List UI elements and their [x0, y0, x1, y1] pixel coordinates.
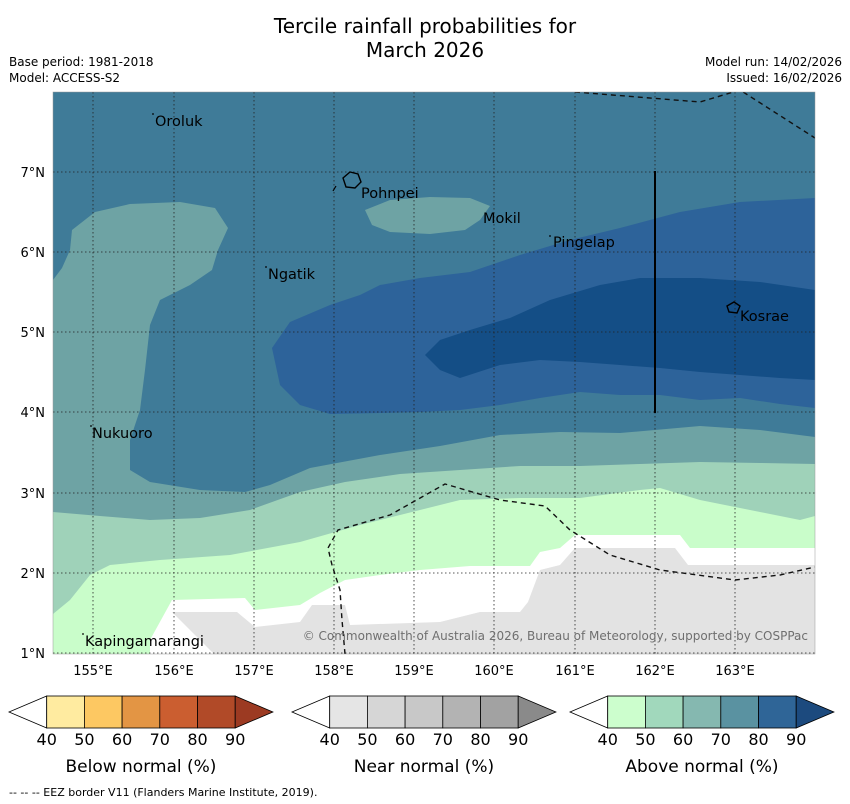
colorbar-over-triangle [517, 695, 557, 729]
place-label-pingelap: Pingelap [553, 235, 615, 251]
colorbar-title: Near normal (%) [354, 757, 494, 777]
lat-tick-label: 7°N [21, 166, 46, 181]
base-period: Base period: 1981-2018 [9, 55, 154, 69]
colorbar-segment [442, 695, 481, 729]
map-frame [52, 91, 816, 655]
pingelap-dot [549, 235, 551, 237]
lon-tick-label: 162°E [635, 664, 675, 679]
title-line-2: March 2026 [365, 38, 485, 62]
lon-tick-label: 155°E [73, 664, 113, 679]
colorbar-over-triangle [795, 695, 835, 729]
place-label-mokil: Mokil [483, 211, 521, 227]
colorbars: 40 50 60 70 80 90 Below normal (%) 40 50 60 70 80 90… [7, 695, 835, 777]
colorbar-under-triangle [290, 695, 331, 729]
lon-tick-label: 158°E [314, 664, 354, 679]
colorbar-tick-label: 50 [357, 730, 377, 749]
colorbar-segment [645, 695, 684, 729]
latitude-ticks: 7°N 6°N 5°N 4°N 3°N 2°N 1°N [21, 166, 46, 662]
pohnpei-island-shape [342, 171, 362, 189]
lat-tick-label: 4°N [21, 406, 46, 421]
lon-tick-label: 160°E [474, 664, 514, 679]
colorbar-tick-label: 80 [187, 730, 207, 749]
colorbar-under-triangle [568, 695, 609, 729]
colorbar-tick-label: 70 [711, 730, 731, 749]
colorbar-segment [121, 695, 161, 729]
lon-tick-label: 156°E [154, 664, 194, 679]
colorbar-segment [720, 695, 759, 729]
title-line-1: Tercile rainfall probabilities for [273, 14, 577, 38]
colorbar-segment [607, 695, 646, 729]
colorbar-tick-label: 50 [635, 730, 655, 749]
colorbar-tick-label: 60 [112, 730, 132, 749]
lat-tick-label: 6°N [21, 246, 46, 261]
place-label-oroluk: Oroluk [155, 114, 203, 130]
colorbar-segment [682, 695, 722, 729]
model-name: Model: ACCESS-S2 [9, 71, 121, 85]
kosrae-island-shape [726, 301, 741, 314]
longitude-ticks: 155°E 156°E 157°E 158°E 159°E 160°E 161°E 162°E… [73, 664, 755, 679]
kapingamarangi-dot [82, 633, 84, 635]
colorbar-tick-label: 80 [748, 730, 768, 749]
lat-tick-label: 2°N [21, 567, 46, 582]
place-label-kapingamarangi: Kapingamarangi [85, 634, 204, 650]
ngatik-dot [265, 266, 267, 268]
colorbar-tick-label: 80 [470, 730, 490, 749]
near-normal-40-region [172, 548, 815, 654]
colorbar-segment [404, 695, 444, 729]
lat-tick-label: 3°N [21, 487, 46, 502]
colorbar-segment [366, 695, 406, 729]
model-run: Model run: 14/02/2026 [704, 55, 842, 69]
colorbar-over-triangle [234, 695, 274, 729]
colorbar-tick-label: 90 [225, 730, 245, 749]
map-title: Tercile rainfall probabilities for March… [0, 14, 850, 62]
lon-tick-label: 157°E [234, 664, 274, 679]
meta-right: Model run: 14/02/2026 Issued: 16/02/2026 [705, 54, 842, 86]
issued-date: Issued: 16/02/2026 [726, 71, 842, 85]
colorbar-tick-label: 60 [673, 730, 693, 749]
colorbar-segment [329, 695, 368, 729]
colorbar-segment [480, 695, 519, 729]
colorbar-segment [758, 695, 797, 729]
place-label-nukuoro: Nukuoro [92, 426, 153, 442]
above-90-region [425, 278, 815, 380]
colorbar: 40 50 60 70 80 90 Below normal (%) [7, 695, 274, 777]
colorbar-tick-label: 70 [433, 730, 453, 749]
place-label-kosrae: Kosrae [740, 309, 789, 325]
lon-tick-label: 159°E [394, 664, 434, 679]
oroluk-dot [152, 113, 154, 115]
lat-tick-label: 1°N [21, 647, 46, 662]
colorbar-title: Below normal (%) [65, 757, 216, 777]
eez-border [327, 92, 815, 654]
colorbar-tick-label: 40 [598, 730, 618, 749]
colorbar-tick-label: 90 [786, 730, 806, 749]
lon-tick-label: 163°E [715, 664, 755, 679]
colorbar-tick-label: 60 [395, 730, 415, 749]
nukuoro-dot [90, 425, 92, 427]
colorbar-tick-label: 90 [508, 730, 528, 749]
lon-tick-label: 161°E [555, 664, 595, 679]
colorbar-title: Above normal (%) [625, 757, 778, 777]
pohnpei-atoll-mark [332, 185, 337, 192]
above-40-diamond [447, 518, 477, 548]
colorbar: 40 50 60 70 80 90 Above normal (%) [568, 695, 835, 777]
colorbar-segment [46, 695, 85, 729]
eez-footnote: -- -- -- EEZ border V11 (Flanders Marine… [9, 786, 318, 799]
colorbar-segment [159, 695, 198, 729]
place-label-ngatik: Ngatik [268, 267, 316, 283]
colorbar: 40 50 60 70 80 90 Near normal (%) [290, 695, 557, 777]
place-label-pohnpei: Pohnpei [361, 186, 419, 202]
lat-tick-label: 5°N [21, 326, 46, 341]
colorbar-tick-label: 40 [320, 730, 340, 749]
colorbar-tick-label: 70 [150, 730, 170, 749]
colorbar-segment [84, 695, 123, 729]
copyright-text: © Commonwealth of Australia 2026, Bureau… [303, 629, 808, 643]
colorbar-segment [197, 695, 236, 729]
map-area [53, 92, 815, 654]
colorbar-under-triangle [7, 695, 48, 729]
colorbar-tick-label: 40 [37, 730, 57, 749]
meta-left: Base period: 1981-2018 Model: ACCESS-S2 [9, 54, 154, 86]
colorbar-tick-label: 50 [74, 730, 94, 749]
above-60-region [365, 197, 490, 234]
